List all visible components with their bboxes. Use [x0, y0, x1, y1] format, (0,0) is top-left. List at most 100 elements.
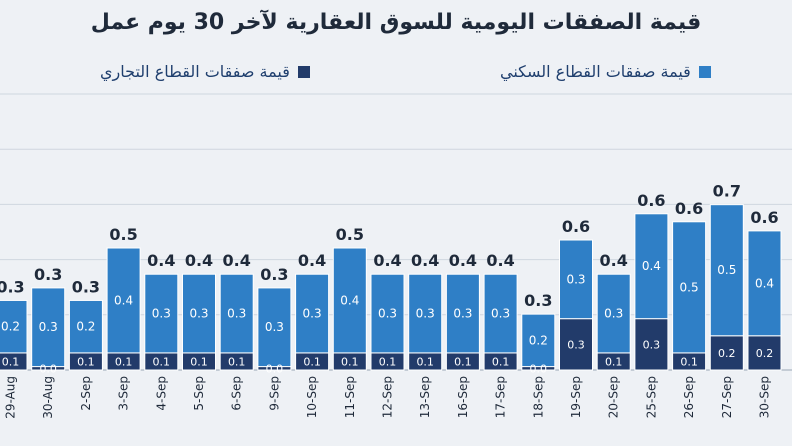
legend-label-residential: قيمة صفقات القطاع السكني: [500, 62, 691, 81]
x-tick-label: 27-Sep: [720, 376, 734, 418]
data-label-commercial: 0.1: [115, 355, 133, 368]
data-label-commercial: 0.1: [2, 355, 20, 368]
x-tick-label: 2-Sep: [79, 376, 93, 411]
data-label-total: 0.7: [713, 182, 741, 201]
bar-residential: [672, 221, 707, 354]
data-label-residential: 0.4: [340, 293, 359, 307]
data-label-residential: 0.3: [491, 307, 510, 321]
chart-title: قيمة الصفقات اليومية للسوق العقارية لآخر…: [90, 10, 702, 35]
x-tick-label: 6-Sep: [230, 376, 244, 411]
bar-residential: [747, 230, 782, 337]
data-label-commercial: 0.2: [718, 347, 736, 360]
x-tick-label: 30-Aug: [41, 376, 55, 419]
legend-swatch-residential: [698, 65, 711, 78]
data-label-residential: 0.2: [529, 333, 548, 347]
bar-commercial: [559, 318, 593, 371]
x-tick-label: 3-Sep: [117, 376, 131, 411]
data-label-total: 0.4: [600, 251, 628, 270]
data-label-total: 0.5: [336, 225, 364, 244]
data-label-residential: 0.2: [1, 320, 20, 334]
bar-residential: [182, 273, 216, 354]
data-label-commercial: 0.1: [77, 355, 95, 368]
data-label-residential: 0.3: [566, 272, 585, 286]
data-label-commercial: 0.1: [303, 355, 321, 368]
bar-residential: [521, 313, 556, 368]
x-tick-label: 30-Sep: [758, 376, 772, 418]
bar-residential: [559, 239, 593, 320]
x-tick-label: 17-Sep: [494, 376, 508, 418]
bar-residential: [0, 299, 28, 354]
x-tick-label: 10-Sep: [305, 376, 319, 418]
data-label-commercial: 0.1: [379, 355, 397, 368]
data-label-total: 0.3: [524, 291, 552, 310]
data-label-commercial: 0.1: [153, 355, 171, 368]
data-label-total: 0.4: [298, 251, 326, 270]
x-tick-label: 5-Sep: [192, 376, 206, 411]
bar-residential: [370, 273, 405, 354]
data-label-commercial: 0.0: [39, 362, 57, 375]
data-label-residential: 0.3: [39, 320, 58, 334]
data-label-total: 0.6: [562, 217, 590, 236]
bar-residential: [106, 247, 141, 354]
bar-residential: [445, 273, 480, 354]
data-label-total: 0.4: [373, 251, 401, 270]
data-label-residential: 0.4: [755, 276, 774, 290]
data-label-total: 0.4: [449, 251, 477, 270]
data-label-total: 0.4: [411, 251, 439, 270]
data-label-commercial: 0.3: [643, 338, 661, 351]
data-label-residential: 0.3: [265, 320, 284, 334]
x-tick-label: 19-Sep: [569, 376, 583, 418]
x-tick-label: 13-Sep: [418, 376, 432, 418]
data-label-total: 0.5: [109, 225, 137, 244]
bar-residential: [144, 273, 179, 354]
data-label-commercial: 0.1: [190, 355, 208, 368]
legend-swatch-commercial: [297, 65, 310, 78]
data-label-residential: 0.4: [642, 259, 661, 273]
x-tick-label: 26-Sep: [682, 376, 696, 418]
data-label-residential: 0.3: [378, 307, 397, 321]
data-label-total: 0.4: [486, 251, 514, 270]
x-tick-label: 4-Sep: [154, 376, 168, 411]
legend-item-commercial: قيمة صفقات القطاع التجاري: [100, 62, 310, 81]
bar-commercial: [747, 335, 782, 371]
data-label-commercial: 0.0: [530, 362, 548, 375]
data-label-total: 0.4: [147, 251, 175, 270]
x-tick-label: 16-Sep: [456, 376, 470, 418]
data-label-residential: 0.4: [114, 293, 133, 307]
data-label-total: 0.3: [260, 265, 288, 284]
x-tick-label: 12-Sep: [381, 376, 395, 418]
data-label-residential: 0.3: [604, 307, 623, 321]
data-label-residential: 0.3: [152, 307, 171, 321]
data-label-total: 0.4: [185, 251, 213, 270]
bar-commercial: [709, 335, 744, 371]
x-tick-label: 20-Sep: [607, 376, 621, 418]
legend-label-commercial: قيمة صفقات القطاع التجاري: [100, 62, 290, 81]
bar-residential: [295, 273, 330, 354]
data-label-commercial: 0.2: [756, 347, 774, 360]
bar-residential: [257, 287, 292, 368]
x-tick-label: 11-Sep: [343, 376, 357, 418]
data-label-total: 0.6: [675, 199, 703, 218]
x-tick-label: 9-Sep: [267, 376, 281, 411]
bar-residential: [219, 273, 254, 354]
data-label-total: 0.3: [0, 277, 25, 296]
data-label-total: 0.4: [223, 251, 251, 270]
data-label-total: 0.6: [750, 208, 778, 227]
data-label-residential: 0.2: [76, 320, 95, 334]
data-label-residential: 0.3: [303, 307, 322, 321]
legend-item-residential: قيمة صفقات القطاع السكني: [500, 62, 711, 81]
data-label-residential: 0.3: [453, 307, 472, 321]
x-tick-label: 29-Aug: [4, 376, 18, 419]
data-label-commercial: 0.1: [605, 355, 623, 368]
data-label-residential: 0.5: [680, 280, 699, 294]
data-label-residential: 0.3: [227, 307, 246, 321]
bar-residential: [31, 287, 66, 368]
data-label-total: 0.6: [637, 191, 665, 210]
data-label-total: 0.3: [72, 277, 100, 296]
data-label-residential: 0.3: [189, 307, 208, 321]
data-label-commercial: 0.1: [416, 355, 434, 368]
bar-residential: [596, 273, 631, 354]
bar-residential: [68, 299, 103, 354]
